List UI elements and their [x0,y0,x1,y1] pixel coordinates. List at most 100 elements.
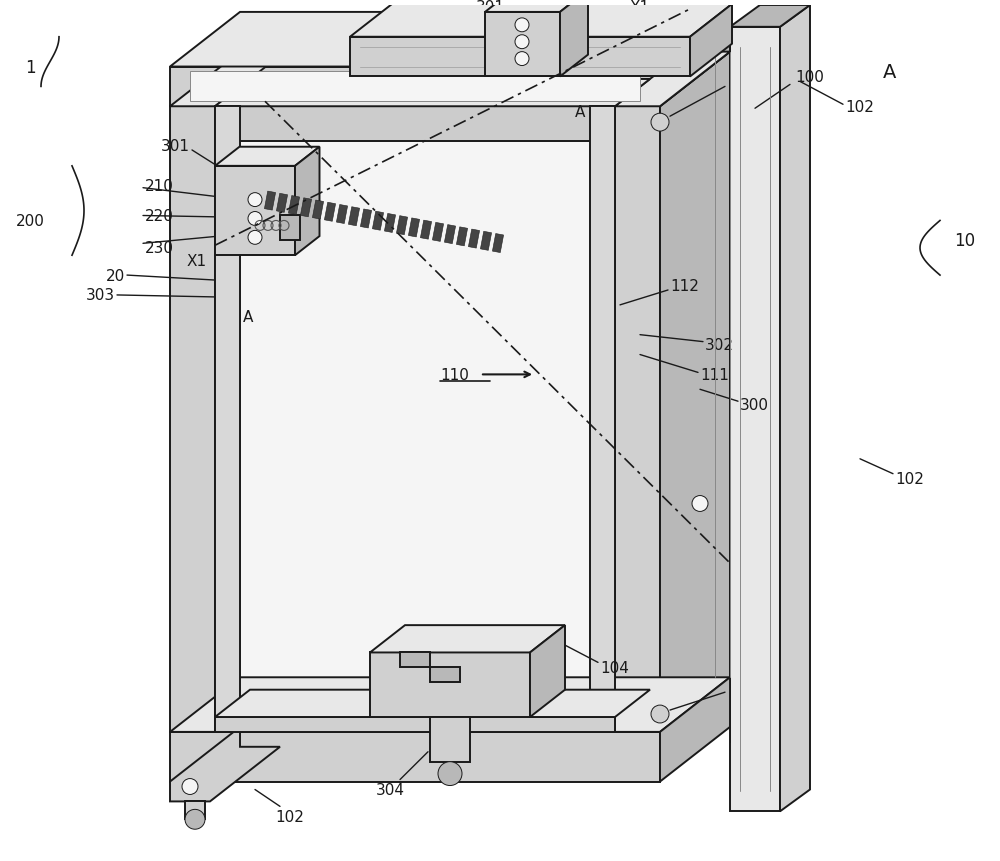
Polygon shape [396,216,408,235]
Circle shape [248,194,262,208]
Polygon shape [730,6,810,28]
Polygon shape [485,0,588,13]
Text: 102: 102 [895,472,924,486]
Polygon shape [480,232,492,251]
Polygon shape [288,196,300,215]
Circle shape [515,53,529,66]
Text: 301: 301 [161,139,190,154]
Polygon shape [408,219,420,238]
Text: X1: X1 [187,253,207,269]
Circle shape [248,231,262,245]
Polygon shape [690,5,732,77]
Polygon shape [430,717,470,762]
Polygon shape [190,72,640,102]
Polygon shape [350,5,732,38]
Polygon shape [170,107,215,732]
Polygon shape [170,727,280,802]
Polygon shape [730,28,780,811]
Polygon shape [215,717,615,732]
Text: 102: 102 [276,808,304,824]
Text: 10: 10 [954,232,976,250]
Polygon shape [295,147,320,256]
Text: A: A [883,63,897,82]
Polygon shape [170,13,730,67]
Polygon shape [280,216,300,241]
Text: X1: X1 [630,1,650,15]
Polygon shape [372,212,384,231]
Polygon shape [370,653,530,717]
Polygon shape [185,802,205,820]
Polygon shape [215,147,320,167]
Circle shape [651,705,669,723]
Circle shape [692,496,708,511]
Text: 101: 101 [441,742,469,758]
Polygon shape [324,203,336,222]
Text: 302: 302 [705,338,734,353]
Text: 111: 111 [700,368,729,382]
Text: A: A [575,104,585,120]
Text: 220: 220 [145,208,174,224]
Polygon shape [780,6,810,811]
Circle shape [438,762,462,785]
Text: 200: 200 [16,214,44,229]
Text: 104: 104 [600,660,629,675]
Text: 100: 100 [796,70,824,85]
Circle shape [515,35,529,50]
Text: 1: 1 [25,59,35,77]
Text: 20: 20 [106,269,125,283]
Polygon shape [400,653,430,667]
Polygon shape [660,13,730,107]
Text: 230: 230 [145,240,174,256]
Circle shape [182,778,198,795]
Polygon shape [590,107,615,732]
Text: 102: 102 [845,100,874,115]
Polygon shape [240,142,590,697]
Polygon shape [170,53,285,107]
Polygon shape [312,201,324,220]
Polygon shape [430,667,460,683]
Polygon shape [276,194,288,214]
Polygon shape [350,38,690,77]
Polygon shape [615,107,660,732]
Polygon shape [300,199,312,218]
Polygon shape [215,53,285,732]
Polygon shape [215,690,650,717]
Text: A: A [243,310,253,325]
Polygon shape [360,210,372,229]
Circle shape [248,213,262,226]
Polygon shape [420,221,432,240]
Text: 303: 303 [86,288,115,303]
Polygon shape [264,192,276,211]
Polygon shape [170,67,660,107]
Polygon shape [215,107,615,142]
Polygon shape [615,53,730,107]
Polygon shape [215,697,615,732]
Circle shape [651,114,669,132]
Text: 210: 210 [145,179,174,194]
Polygon shape [384,214,396,233]
Text: 301: 301 [476,1,505,15]
Text: 304: 304 [376,782,404,797]
Polygon shape [456,227,468,246]
Polygon shape [492,234,504,253]
Text: 103: 103 [376,22,404,37]
Polygon shape [336,205,348,224]
Polygon shape [370,625,565,653]
Polygon shape [215,107,240,732]
Polygon shape [170,732,660,782]
Polygon shape [660,678,730,782]
Polygon shape [215,80,650,107]
Polygon shape [348,208,360,226]
Polygon shape [660,53,730,732]
Polygon shape [468,230,480,249]
Circle shape [185,809,205,829]
Polygon shape [530,625,565,717]
Polygon shape [432,223,444,242]
Polygon shape [485,13,560,77]
Text: 110: 110 [440,368,469,382]
Polygon shape [560,0,588,77]
Polygon shape [215,167,295,256]
Polygon shape [444,226,456,245]
Polygon shape [170,678,730,732]
Text: 112: 112 [670,278,699,293]
